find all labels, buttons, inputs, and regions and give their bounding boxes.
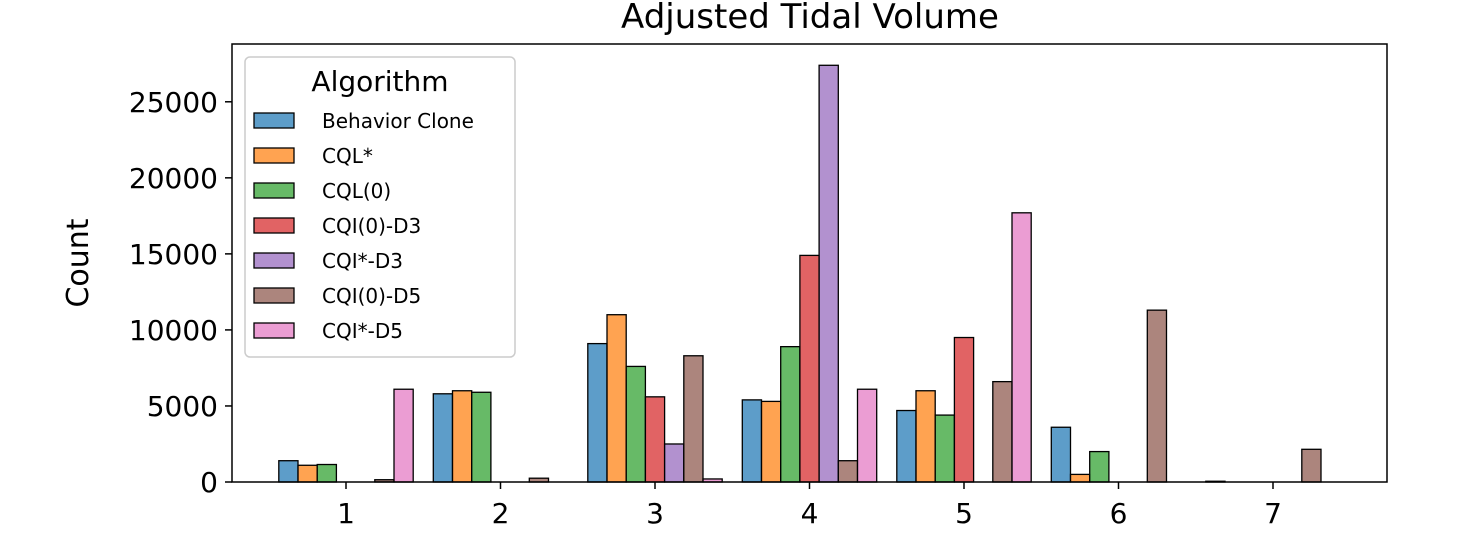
legend-swatch bbox=[253, 147, 295, 164]
bar bbox=[741, 399, 763, 483]
bar bbox=[1069, 473, 1091, 483]
bar bbox=[760, 400, 782, 483]
bars-group bbox=[278, 64, 1322, 483]
legend-swatch bbox=[253, 252, 295, 269]
legend-label: CQI(0)-D3 bbox=[322, 214, 421, 238]
legend-label: CQI*-D5 bbox=[322, 319, 403, 343]
bar bbox=[587, 342, 608, 483]
y-tick-label: 15000 bbox=[129, 238, 218, 271]
legend-label: CQI(0)-D5 bbox=[322, 284, 421, 308]
legend-title: Algorithm bbox=[311, 65, 448, 98]
y-tick-label: 20000 bbox=[129, 162, 218, 195]
bar bbox=[837, 460, 859, 483]
legend-label: CQI*-D3 bbox=[322, 249, 403, 273]
bar bbox=[606, 314, 627, 483]
y-tick-label: 0 bbox=[200, 466, 218, 499]
legend-box bbox=[244, 56, 516, 358]
legend: Algorithm Behavior Clone CQL* CQL(0) CQI(0)… bbox=[244, 56, 516, 358]
x-tick-label: 7 bbox=[1264, 497, 1282, 530]
bar bbox=[1011, 212, 1032, 483]
bar bbox=[1050, 426, 1072, 483]
bar bbox=[1301, 448, 1322, 483]
legend-items: Behavior Clone CQL* CQL(0) CQI(0)-D3 CQI*-D3… bbox=[253, 109, 474, 343]
bar bbox=[644, 396, 666, 483]
legend-swatch bbox=[253, 182, 295, 199]
bar bbox=[297, 464, 318, 483]
bar bbox=[683, 355, 704, 483]
bar bbox=[278, 460, 299, 483]
bar bbox=[471, 391, 492, 483]
bar bbox=[915, 390, 936, 483]
bar bbox=[992, 380, 1013, 483]
bar bbox=[780, 345, 801, 483]
x-tick-label: 3 bbox=[646, 497, 664, 530]
x-tick-label: 1 bbox=[337, 497, 355, 530]
bar bbox=[856, 388, 878, 483]
bar bbox=[663, 443, 685, 483]
plot-frame bbox=[231, 43, 1388, 483]
legend-swatch bbox=[253, 112, 295, 129]
chart-title: Adjusted Tidal Volume bbox=[621, 0, 999, 37]
x-tick-label: 2 bbox=[492, 497, 510, 530]
legend-swatch bbox=[253, 217, 295, 234]
bar bbox=[934, 414, 956, 483]
ticks-group: 1 2 3 4 5 6 7 0 5000 10000 15000 20000 25000 bbox=[129, 86, 1282, 530]
bar bbox=[393, 388, 414, 483]
y-tick-label: 10000 bbox=[129, 314, 218, 347]
x-tick-label: 5 bbox=[955, 497, 973, 530]
bar bbox=[1089, 450, 1110, 483]
y-tick-label: 5000 bbox=[147, 390, 218, 423]
y-tick-label: 25000 bbox=[129, 86, 218, 119]
bar bbox=[625, 365, 647, 483]
x-tick-label: 4 bbox=[801, 497, 819, 530]
bar bbox=[896, 409, 917, 483]
bar bbox=[799, 254, 820, 483]
x-tick-label: 6 bbox=[1110, 497, 1128, 530]
bar bbox=[953, 336, 975, 483]
bar bbox=[316, 463, 338, 483]
legend-label: CQL* bbox=[322, 144, 373, 168]
legend-swatch bbox=[253, 322, 295, 339]
bar bbox=[432, 393, 454, 483]
legend-swatch bbox=[253, 287, 295, 304]
bar bbox=[1146, 309, 1168, 483]
legend-label: Behavior Clone bbox=[322, 109, 474, 133]
y-axis-label: Count bbox=[61, 218, 96, 307]
legend-label: CQL(0) bbox=[322, 179, 391, 203]
bar bbox=[451, 390, 473, 483]
bar bbox=[818, 64, 839, 483]
